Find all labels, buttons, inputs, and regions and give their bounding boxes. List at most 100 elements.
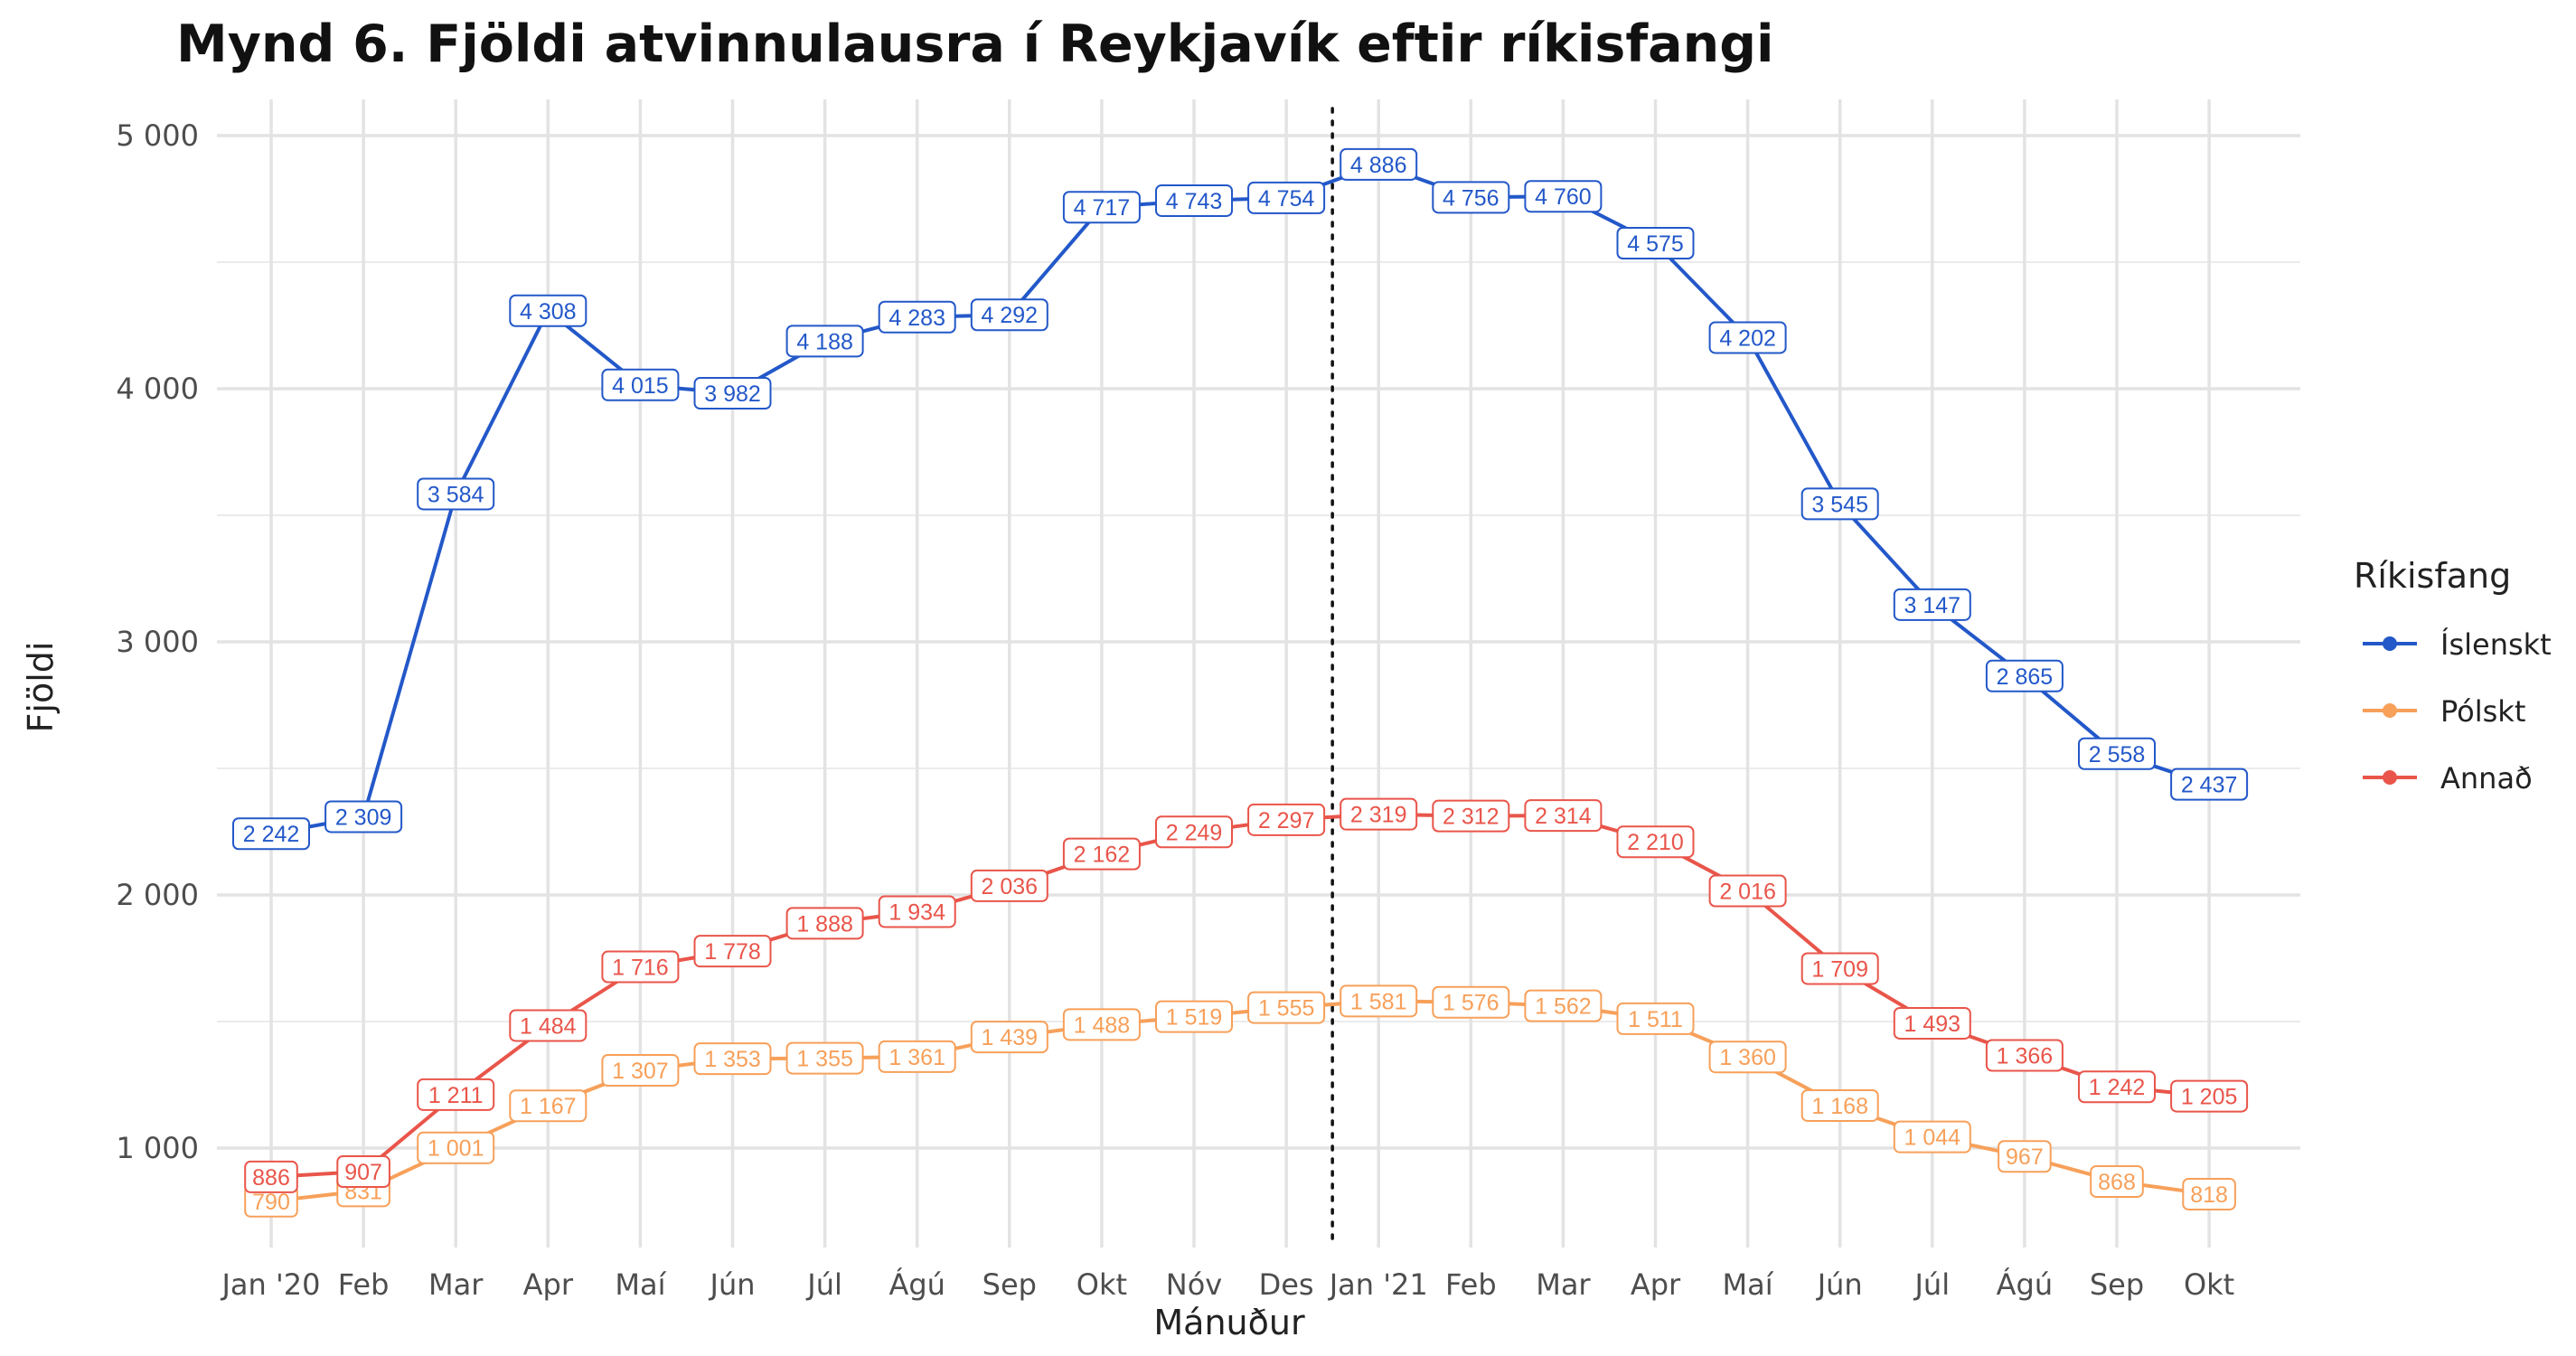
- data-label-box: [2182, 1177, 2236, 1210]
- data-label-box: [1893, 1120, 1971, 1154]
- x-tick-label: Jún: [709, 1267, 756, 1302]
- data-label: 4 886: [1350, 153, 1407, 178]
- legend-key-dot: [2383, 770, 2397, 785]
- data-label-box: [2170, 1079, 2249, 1113]
- data-label: 2 558: [2089, 742, 2146, 767]
- data-label-box: [509, 294, 588, 327]
- data-label-box: [232, 817, 310, 851]
- legend-key-dot: [2383, 636, 2397, 651]
- data-label-box: [509, 1089, 588, 1123]
- data-label: 1 511: [1628, 1007, 1683, 1032]
- data-label-box: [417, 1078, 495, 1111]
- data-label: 2 210: [1627, 830, 1684, 855]
- data-label-box: [1985, 1039, 2064, 1072]
- data-label: 1 576: [1443, 991, 1500, 1016]
- x-tick-label: Okt: [2184, 1267, 2234, 1302]
- x-tick-label: Ágú: [888, 1267, 945, 1302]
- data-label-box: [1998, 1140, 2052, 1173]
- x-tick-label: Maí: [1723, 1267, 1774, 1302]
- data-label-box: [1247, 991, 1326, 1024]
- data-label-box: [1340, 797, 1418, 831]
- data-label-box: [693, 1042, 772, 1076]
- axes: 1 000 2 000 3 000 4 000 5 000 Jan '20 Feb Mar Ap…: [116, 118, 2234, 1302]
- data-label-box: [785, 1041, 864, 1075]
- data-label-box: [1432, 181, 1510, 214]
- data-label: 4 717: [1074, 195, 1131, 221]
- x-tick-label: Apr: [523, 1267, 574, 1302]
- x-tick-label: Ágú: [1997, 1267, 2053, 1302]
- y-tick-label: 3 000: [116, 625, 199, 659]
- data-label: 3 147: [1904, 593, 1961, 618]
- series-lines: [270, 162, 2210, 1203]
- data-label: 1 888: [796, 911, 853, 937]
- data-label-box: [1155, 1000, 1233, 1033]
- data-label-box: [1708, 321, 1787, 354]
- y-tick-label: 4 000: [116, 372, 199, 406]
- data-label: 2 016: [1719, 880, 1776, 905]
- data-label: 1 360: [1719, 1045, 1776, 1070]
- data-label-box: [1800, 952, 1879, 985]
- series-line: [270, 812, 2210, 1179]
- data-label: 1 205: [2181, 1085, 2238, 1110]
- data-label: 886: [252, 1165, 290, 1191]
- data-label: 2 437: [2181, 773, 2238, 798]
- y-tick-label: 5 000: [116, 118, 199, 153]
- data-label: 1 167: [520, 1094, 577, 1119]
- data-label: 2 312: [1443, 805, 1500, 830]
- data-label: 1 519: [1166, 1005, 1223, 1031]
- series-line: [270, 999, 2210, 1203]
- data-label: 4 188: [796, 329, 853, 354]
- data-label: 2 162: [1074, 843, 1131, 868]
- data-label-box: [1616, 1002, 1695, 1035]
- x-tick-label: Mar: [428, 1267, 484, 1302]
- legend-label: Pólskt: [2440, 694, 2525, 729]
- legend: Ríkisfang Íslenskt Pólskt Annað: [2354, 556, 2552, 796]
- data-label: 4 308: [520, 299, 577, 325]
- y-axis-title: Fjöldi: [21, 642, 61, 733]
- data-label-box: [601, 950, 680, 984]
- data-label: 1 581: [1350, 989, 1407, 1014]
- x-tick-label: Nóv: [1166, 1267, 1222, 1302]
- data-label: 1 307: [612, 1059, 669, 1084]
- x-axis-title: Mánuður: [1153, 1303, 1305, 1342]
- data-label-box: [601, 1054, 680, 1088]
- data-label: 4 283: [888, 306, 945, 331]
- y-tick-label: 2 000: [116, 878, 199, 912]
- data-label: 1 934: [888, 899, 945, 925]
- data-label: 4 015: [612, 373, 669, 399]
- data-label: 4 743: [1166, 189, 1223, 214]
- data-label-box: [509, 1009, 588, 1042]
- data-label-box: [2078, 1070, 2156, 1104]
- data-label: 1 439: [982, 1025, 1039, 1050]
- data-label-box: [1432, 985, 1510, 1019]
- data-label: 1 555: [1258, 996, 1315, 1022]
- data-label: 3 584: [428, 482, 484, 507]
- data-label: 4 760: [1535, 184, 1592, 210]
- data-label: 2 865: [1997, 664, 2054, 690]
- x-tick-label: Feb: [1445, 1267, 1497, 1302]
- data-label: 1 366: [1997, 1044, 2054, 1069]
- data-label-box: [1155, 815, 1233, 849]
- y-tick-label: 1 000: [116, 1131, 199, 1165]
- data-label-box: [1062, 837, 1141, 871]
- data-label-box: [1524, 799, 1603, 833]
- data-label-box: [693, 377, 772, 410]
- data-label: 3 982: [704, 381, 761, 407]
- data-label-box: [1893, 588, 1971, 621]
- data-label: 1 778: [704, 939, 761, 965]
- data-label: 4 756: [1443, 185, 1500, 211]
- data-label: 790: [252, 1190, 290, 1215]
- data-label: 2 319: [1350, 803, 1407, 828]
- data-label-box: [1524, 180, 1603, 213]
- data-label-box: [970, 869, 1048, 902]
- x-tick-label: Des: [1259, 1267, 1314, 1302]
- x-tick-label: Okt: [1076, 1267, 1127, 1302]
- data-label: 1 001: [428, 1136, 484, 1162]
- data-label: 3 545: [1811, 492, 1868, 517]
- data-label: 1 168: [1811, 1094, 1868, 1119]
- x-tick-label: Sep: [2090, 1267, 2144, 1302]
- data-label-box: [1524, 989, 1603, 1022]
- data-label: 1 355: [796, 1047, 853, 1072]
- legend-label: Annað: [2440, 761, 2533, 796]
